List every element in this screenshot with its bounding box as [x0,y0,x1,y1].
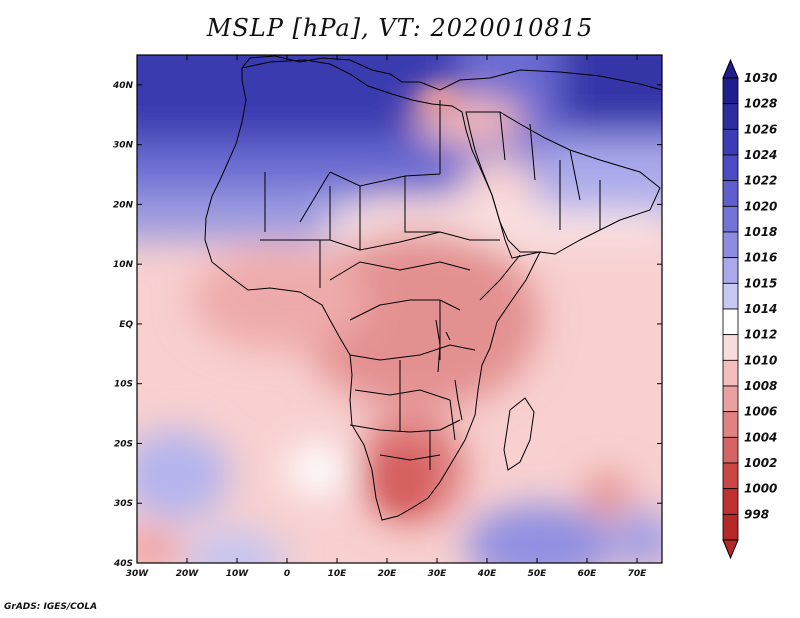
colorbar-label: 1010 [744,353,777,367]
colorbar-swatch [722,411,739,438]
lon-label: 20E [378,569,398,579]
colorbar-swatch [722,77,739,105]
region-south-atlantic-high [137,430,230,520]
colorbar-swatch [722,488,739,515]
colorbar-label: 1024 [744,148,777,162]
colorbar-label: 1012 [744,328,777,342]
colorbar-swatch [722,359,739,387]
colorbar-label: 1004 [744,430,777,444]
colorbar-top-arrow [722,58,739,79]
lon-label: 30W [126,569,150,579]
lon-label: 60E [578,569,598,579]
lat-label: 40S [113,559,133,569]
map-frame [136,54,663,564]
coastlines [204,55,662,521]
colorbar-label: 1008 [744,379,777,393]
colorbar-label: 1015 [744,276,777,290]
lon-label: 10W [226,569,250,579]
colorbar-swatch [722,334,739,361]
colorbar-swatch [722,308,739,336]
region-south-indian-high [465,505,615,563]
colorbar-swatch [722,154,739,182]
lat-label: 40N [112,81,134,91]
colorbar-swatch [722,103,739,130]
longitude-axis: 30W 20W 10W 0 10E 20E 30E 40E 50E 60E 70E [126,55,647,579]
lat-label: 30N [113,141,134,151]
pressure-field [137,55,662,563]
colorbar-swatch [722,513,739,541]
lon-label: 50E [528,569,548,579]
arabia-outline [465,111,661,255]
latitude-axis: 40N 30N 20N 10N EQ 10S 20S 30S 40S [112,81,662,569]
colorbar-label: 1028 [744,97,777,111]
lon-label: 30E [428,569,448,579]
colorbar-label: 1020 [744,199,777,213]
lakes [435,319,463,421]
region-central-africa-low [300,230,540,410]
colorbar-swatch [722,436,739,464]
lat-label: 30S [114,499,133,509]
europe-coast [241,55,662,91]
lat-label: 20S [114,439,133,449]
colorbar-swatch [722,462,739,490]
colorbar-label: 1014 [744,302,777,316]
colorbar-bottom-arrow [722,539,739,560]
colorbar-label: 1018 [744,225,777,239]
colorbar-label: 1026 [744,122,777,136]
lat-label: 20N [113,200,134,210]
lon-label: 20W [176,569,200,579]
lat-label: 10N [113,260,134,270]
colorbar-label: 1016 [744,251,777,265]
colorbar: 1030 1028 1026 1024 1022 1020 1018 1016 1015 1014… [722,58,777,560]
lon-label: 10E [328,569,348,579]
colorbar-label: 1000 [744,482,777,496]
plot-title: MSLP [hPa], VT: 2020010815 [206,14,594,42]
colorbar-label: 998 [744,507,769,521]
colorbar-label: 1022 [744,174,777,188]
grads-credit: GrADS: IGES/COLA [4,602,98,612]
colorbar-label: 1006 [744,405,777,419]
country-borders [260,100,601,470]
lon-label: 40E [477,569,498,579]
lon-label: 0 [284,569,290,579]
colorbar-swatch [722,205,739,233]
colorbar-label: 1030 [744,71,777,85]
colorbar-swatch [722,231,739,259]
colorbar-swatch [722,385,739,413]
colorbar-swatch [722,282,739,310]
lat-label: 10S [114,380,133,390]
colorbar-swatch [722,257,739,284]
colorbar-swatch [722,128,739,156]
colorbar-label: 1002 [744,456,777,470]
africa-outline [204,59,541,521]
colorbar-swatch [722,180,739,207]
madagascar-outline [503,397,535,471]
lat-label: EQ [119,320,133,330]
lon-label: 70E [628,569,648,579]
